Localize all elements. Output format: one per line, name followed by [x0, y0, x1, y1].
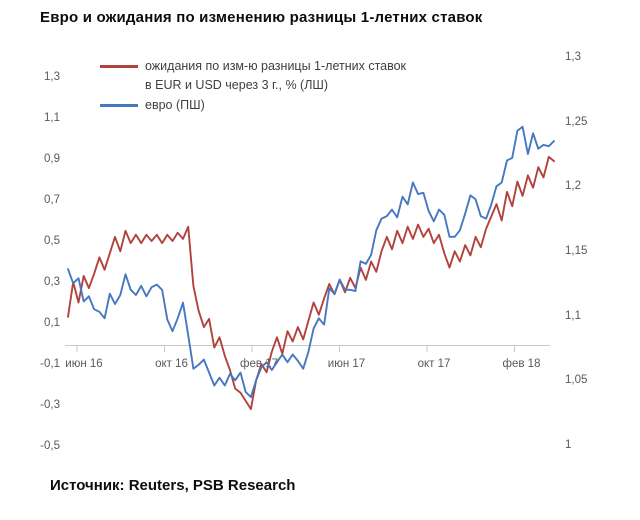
y-axis-right-tick-label: 1,3	[565, 51, 581, 63]
x-axis-tick-label: окт 16	[155, 358, 188, 370]
legend-item: ожидания по изм-ю разницы 1-летних ставо…	[100, 57, 406, 95]
y-axis-right-tick-label: 1,05	[565, 374, 588, 387]
chart-title: Евро и ожидания по изменению разницы 1-л…	[40, 9, 483, 26]
source-note: Источник: Reuters, PSB Research	[50, 477, 296, 494]
y-axis-left-tick-label: 0,5	[44, 235, 60, 247]
x-axis-tick-label: июн 17	[327, 358, 366, 370]
euro-series-line	[67, 125, 555, 399]
y-axis-left-tick-label: 0,9	[44, 153, 60, 165]
y-axis-left-tick-label: -0,1	[40, 358, 60, 370]
legend-label: ожидания по изм-ю разницы 1-летних ставо…	[145, 59, 407, 92]
legend: ожидания по изм-ю разницы 1-летних ставо…	[100, 57, 406, 115]
y-axis-right-tick-label: 1	[565, 439, 572, 451]
y-axis-left-tick-label: -0,3	[40, 399, 60, 411]
euro-legend-swatch	[100, 104, 138, 107]
y-axis-left-tick-label: 0,1	[44, 317, 60, 329]
legend-label: евро (ПШ)	[145, 98, 205, 112]
expectations-legend-swatch	[100, 65, 138, 68]
y-axis-left-tick-label: 1,3	[44, 71, 60, 83]
y-axis-left-tick-label: 0,7	[44, 194, 60, 206]
y-axis-right-tick-label: 1,1	[565, 309, 581, 322]
legend-item: евро (ПШ)	[100, 96, 406, 115]
x-axis-tick-label: июн 16	[65, 358, 103, 370]
y-axis-left-tick-label: -0,5	[40, 440, 60, 452]
x-axis-tick-label: фев 18	[502, 358, 541, 370]
expectations-series-line	[67, 155, 555, 411]
y-axis-left-tick-label: 0,3	[44, 276, 60, 288]
y-axis-right-tick-label: 1,15	[565, 245, 588, 257]
y-axis-left-tick-label: 1,1	[44, 112, 60, 124]
x-axis-tick-label: окт 17	[417, 358, 451, 370]
y-axis-right-tick-label: 1,2	[565, 180, 581, 193]
y-axis-right-tick-label: 1,25	[565, 115, 588, 128]
